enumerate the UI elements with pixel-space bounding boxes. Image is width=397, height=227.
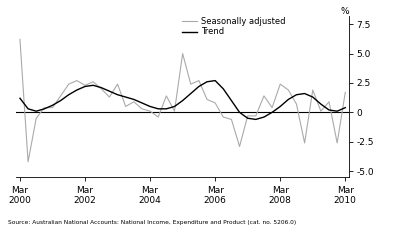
Seasonally adjusted bbox=[327, 100, 331, 103]
Seasonally adjusted bbox=[17, 38, 22, 41]
Seasonally adjusted bbox=[131, 100, 136, 103]
Trend bbox=[188, 92, 193, 95]
Seasonally adjusted bbox=[172, 110, 177, 113]
Trend bbox=[253, 118, 258, 121]
Seasonally adjusted bbox=[91, 80, 96, 83]
Seasonally adjusted bbox=[107, 96, 112, 99]
Seasonally adjusted bbox=[75, 79, 79, 82]
Trend bbox=[34, 110, 39, 113]
Seasonally adjusted bbox=[58, 94, 63, 97]
Seasonally adjusted bbox=[99, 87, 104, 90]
Trend bbox=[278, 105, 283, 108]
Seasonally adjusted bbox=[213, 102, 218, 104]
Trend bbox=[180, 99, 185, 102]
Seasonally adjusted bbox=[42, 106, 47, 109]
Seasonally adjusted bbox=[83, 84, 87, 87]
Trend bbox=[213, 79, 218, 82]
Seasonally adjusted bbox=[343, 91, 348, 94]
Trend bbox=[91, 84, 96, 87]
Seasonally adjusted bbox=[310, 89, 315, 91]
Trend bbox=[17, 97, 22, 100]
Trend bbox=[221, 87, 225, 90]
Text: Source: Australian National Accounts: National Income, Expenditure and Product (: Source: Australian National Accounts: Na… bbox=[8, 220, 296, 225]
Trend bbox=[286, 98, 291, 101]
Seasonally adjusted bbox=[221, 116, 225, 118]
Trend bbox=[270, 111, 274, 114]
Seasonally adjusted bbox=[156, 116, 161, 118]
Trend bbox=[99, 86, 104, 89]
Trend bbox=[237, 111, 242, 114]
Seasonally adjusted bbox=[50, 106, 55, 109]
Seasonally adjusted bbox=[302, 142, 307, 144]
Seasonally adjusted bbox=[286, 89, 291, 91]
Seasonally adjusted bbox=[123, 105, 128, 108]
Trend bbox=[262, 116, 266, 118]
Trend bbox=[50, 104, 55, 107]
Seasonally adjusted bbox=[180, 52, 185, 55]
Seasonally adjusted bbox=[262, 94, 266, 97]
Seasonally adjusted bbox=[140, 107, 145, 110]
Trend bbox=[327, 109, 331, 111]
Trend bbox=[66, 93, 71, 96]
Trend bbox=[156, 107, 161, 110]
Trend bbox=[197, 85, 201, 88]
Seasonally adjusted bbox=[148, 110, 152, 113]
Trend bbox=[131, 98, 136, 101]
Seasonally adjusted bbox=[66, 83, 71, 86]
Trend bbox=[26, 107, 31, 110]
Trend bbox=[229, 99, 234, 102]
Trend bbox=[123, 96, 128, 99]
Seasonally adjusted bbox=[278, 83, 283, 86]
Trend bbox=[58, 99, 63, 102]
Trend bbox=[140, 102, 145, 104]
Line: Trend: Trend bbox=[20, 81, 345, 119]
Trend bbox=[75, 89, 79, 91]
Trend bbox=[302, 92, 307, 95]
Seasonally adjusted bbox=[115, 83, 120, 86]
Trend bbox=[83, 85, 87, 88]
Seasonally adjusted bbox=[197, 79, 201, 82]
Trend bbox=[318, 103, 323, 106]
Trend bbox=[148, 105, 152, 108]
Trend bbox=[335, 110, 339, 113]
Text: %: % bbox=[341, 7, 349, 16]
Trend bbox=[204, 80, 209, 83]
Line: Seasonally adjusted: Seasonally adjusted bbox=[20, 39, 345, 162]
Trend bbox=[310, 96, 315, 99]
Trend bbox=[343, 106, 348, 109]
Seasonally adjusted bbox=[245, 115, 250, 117]
Trend bbox=[294, 93, 299, 96]
Seasonally adjusted bbox=[229, 118, 234, 121]
Legend: Seasonally adjusted, Trend: Seasonally adjusted, Trend bbox=[182, 17, 285, 37]
Seasonally adjusted bbox=[204, 98, 209, 101]
Seasonally adjusted bbox=[34, 117, 39, 120]
Seasonally adjusted bbox=[188, 83, 193, 86]
Trend bbox=[172, 105, 177, 108]
Seasonally adjusted bbox=[237, 145, 242, 148]
Trend bbox=[245, 117, 250, 120]
Seasonally adjusted bbox=[335, 142, 339, 144]
Seasonally adjusted bbox=[294, 103, 299, 106]
Trend bbox=[107, 90, 112, 93]
Seasonally adjusted bbox=[270, 106, 274, 109]
Trend bbox=[42, 107, 47, 110]
Trend bbox=[164, 107, 169, 110]
Seasonally adjusted bbox=[164, 94, 169, 97]
Seasonally adjusted bbox=[253, 115, 258, 117]
Trend bbox=[115, 93, 120, 96]
Seasonally adjusted bbox=[318, 110, 323, 113]
Seasonally adjusted bbox=[26, 160, 31, 163]
